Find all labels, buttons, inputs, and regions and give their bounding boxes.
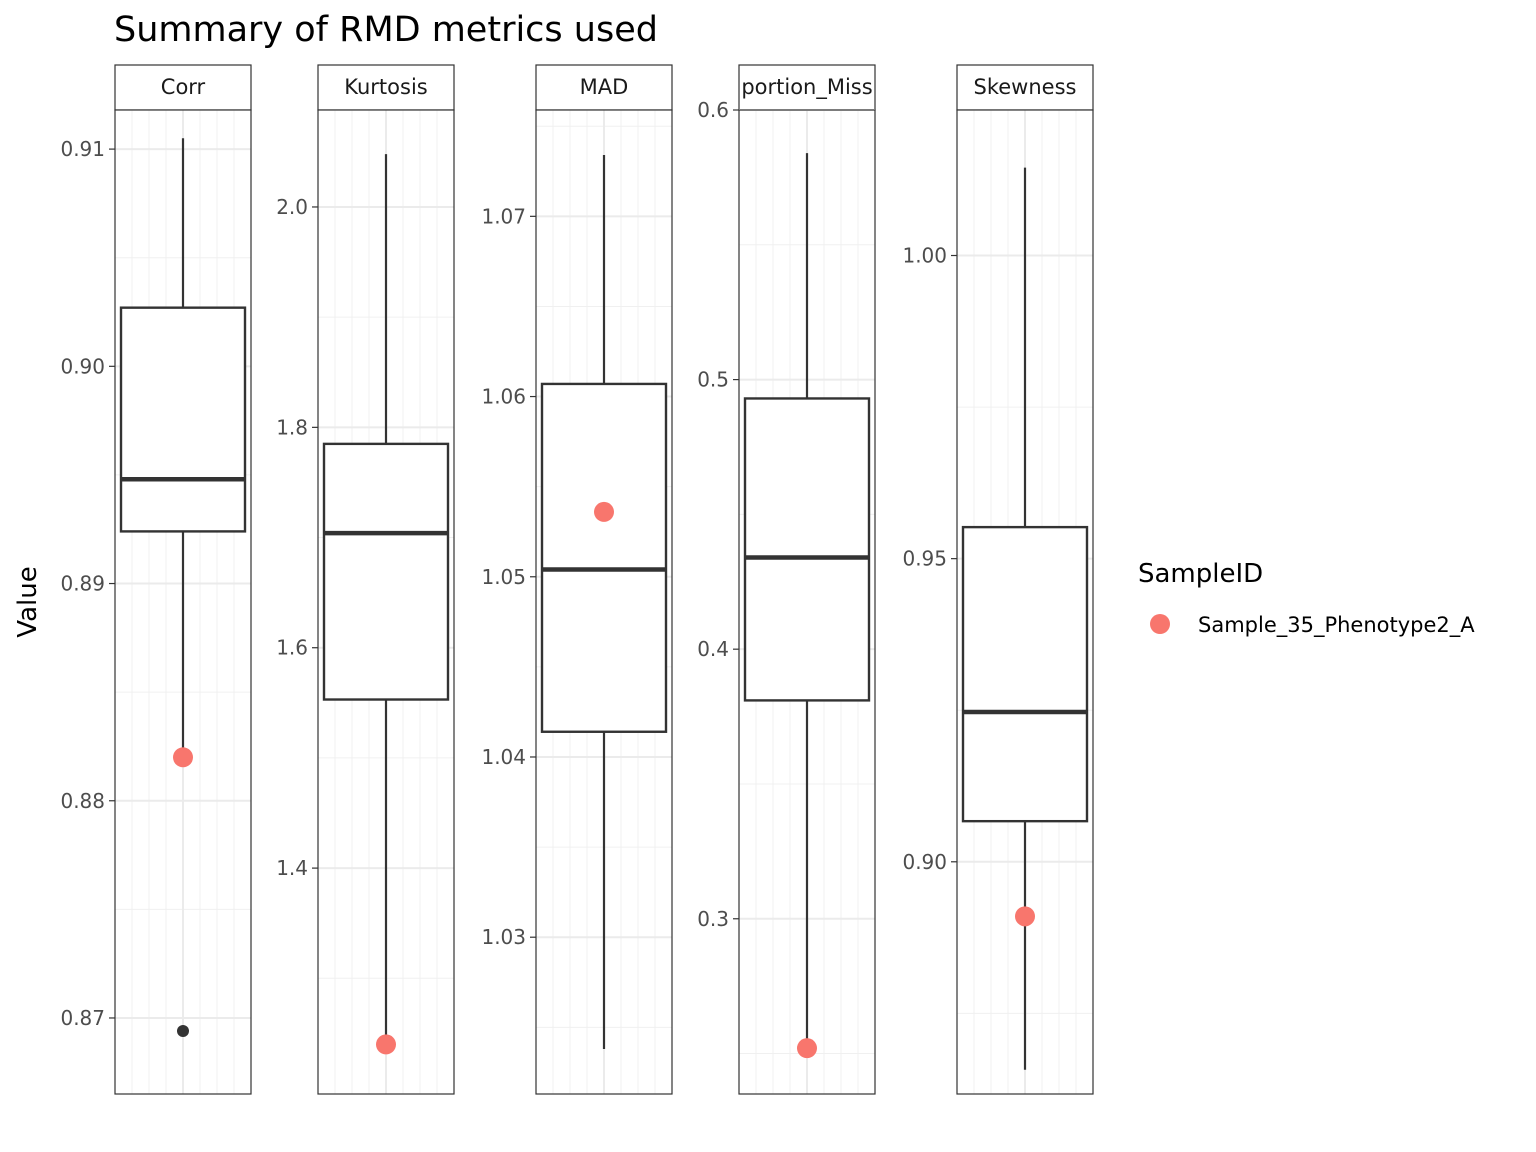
legend-key-sample-35 xyxy=(1150,614,1170,634)
y-tick-label-corr: 0.89 xyxy=(60,572,105,596)
strip-label-skewness: Skewness xyxy=(974,75,1077,99)
panel-proportion-missing: portion_Miss 0.3 0.4 0.5 0.6 xyxy=(697,64,876,1095)
panel-border-proportion-missing xyxy=(738,109,876,1095)
y-tick-label-kurtosis: 2.0 xyxy=(276,195,308,219)
y-tick-label-corr: 0.91 xyxy=(60,137,105,161)
panel-border-corr xyxy=(114,109,252,1095)
box-skewness xyxy=(961,525,1089,823)
panel-skewness: Skewness 0.90 0.95 1.00 xyxy=(902,64,1094,1095)
sample-point-corr xyxy=(173,747,193,768)
panel-mad: MAD 1.03 1.04 1.05 1.06 1.07 xyxy=(481,64,673,1095)
y-tick-label-corr: 0.87 xyxy=(60,1006,105,1030)
y-tick-label-skewness: 1.00 xyxy=(902,244,947,268)
y-tick-label-mad: 1.03 xyxy=(481,925,526,949)
strip-mad xyxy=(535,64,673,111)
y-tick-label-mad: 1.07 xyxy=(481,204,526,228)
panel-border-mad xyxy=(535,109,673,1095)
y-tick-label-corr: 0.90 xyxy=(60,354,105,378)
box-corr xyxy=(119,306,247,533)
y-tick-label-mad: 1.05 xyxy=(481,565,526,589)
strip-label-mad: MAD xyxy=(580,75,629,99)
y-tick-label-kurtosis: 1.6 xyxy=(276,636,308,660)
box-proportion-missing xyxy=(743,397,871,702)
legend: SampleID Sample_35_Phenotype2_A xyxy=(1138,559,1475,638)
panel-corr: Corr 0.87 0.88 0.89 0.90 0.91 xyxy=(60,64,252,1095)
y-tick-label-proportion-missing: 0.5 xyxy=(697,368,729,392)
y-tick-label-mad: 1.06 xyxy=(481,385,526,409)
strip-label-proportion-missing: portion_Miss xyxy=(741,75,872,100)
y-tick-label-mad: 1.04 xyxy=(481,745,526,769)
box-kurtosis xyxy=(322,442,450,701)
facet-panels: Corr 0.87 0.88 0.89 0.90 0.91 Kurtosis 1.4 1.6 1.… xyxy=(60,64,1094,1095)
y-tick-label-kurtosis: 1.4 xyxy=(276,856,308,880)
panel-kurtosis: Kurtosis 1.4 1.6 1.8 2.0 xyxy=(276,64,455,1095)
y-tick-label-proportion-missing: 0.4 xyxy=(697,637,729,661)
y-tick-label-skewness: 0.95 xyxy=(902,547,947,571)
chart-title: Summary of RMD metrics used xyxy=(114,10,658,50)
strip-label-kurtosis: Kurtosis xyxy=(344,75,427,99)
sample-point-skewness xyxy=(1015,906,1035,927)
strip-kurtosis xyxy=(317,64,455,111)
panel-border-skewness xyxy=(956,109,1094,1095)
y-tick-label-corr: 0.88 xyxy=(60,789,105,813)
y-tick-label-proportion-missing: 0.3 xyxy=(697,907,729,931)
y-tick-label-skewness: 0.90 xyxy=(902,850,947,874)
strip-corr xyxy=(114,64,252,111)
strip-skewness xyxy=(956,64,1094,111)
legend-title: SampleID xyxy=(1138,559,1263,589)
panel-border-kurtosis xyxy=(317,109,455,1095)
y-tick-label-proportion-missing: 0.6 xyxy=(697,98,729,122)
strip-label-corr: Corr xyxy=(161,75,206,99)
outlier-point-corr xyxy=(177,1025,189,1038)
sample-point-kurtosis xyxy=(376,1034,396,1055)
y-axis-label: Value xyxy=(13,566,43,637)
sample-point-proportion-missing xyxy=(797,1038,817,1059)
y-tick-label-kurtosis: 1.8 xyxy=(276,415,308,439)
sample-point-mad xyxy=(594,501,614,522)
box-mad xyxy=(540,382,668,733)
legend-label-sample-35: Sample_35_Phenotype2_A xyxy=(1198,613,1475,638)
